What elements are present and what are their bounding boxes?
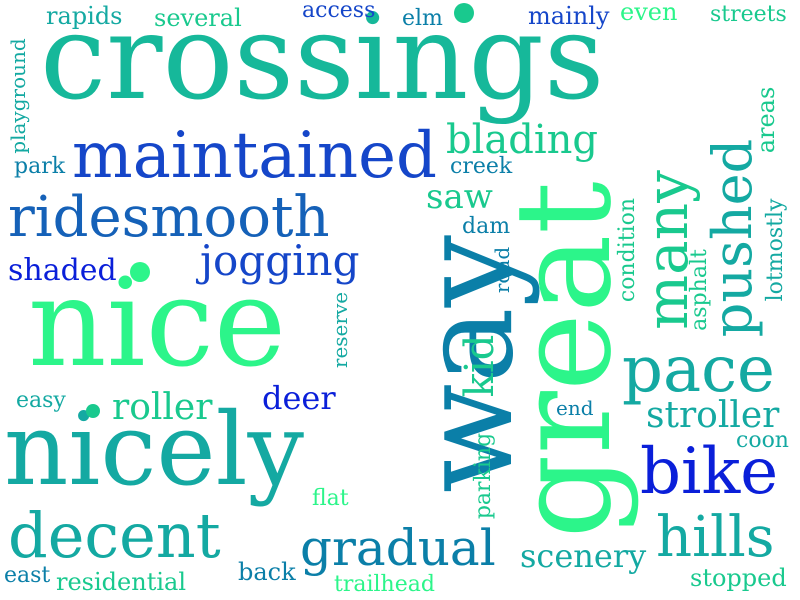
word-kid: kid [457,334,503,398]
word-crossings: crossings [40,0,605,126]
word-east: east [4,563,51,588]
word-dam: dam [462,214,511,239]
word-even: even [620,0,678,26]
word-several: several [154,4,242,32]
word-decent: decent [8,499,221,572]
word-asphalt: asphalt [687,249,712,331]
word-hills: hills [656,505,775,570]
dot [454,3,474,23]
word-great: great [487,181,641,539]
word-blading: blading [446,117,599,163]
word-shaded: shaded [8,253,117,288]
word-reserve: reserve [328,291,352,369]
word-nice: nice [28,252,287,394]
word-gradual: gradual [300,519,496,577]
word-deer: deer [262,379,336,417]
word-pushed: pushed [701,138,764,338]
word-areas: areas [752,86,780,154]
word-easy: easy [16,388,66,413]
word-trailhead: trailhead [334,572,435,597]
word-residential: residential [56,568,186,596]
word-playground: playground [6,38,30,154]
word-roller: roller [112,387,213,428]
word-mainly: mainly [528,2,610,30]
word-rapids: rapids [46,2,123,30]
word-maintained: maintained [72,119,437,193]
word-creek: creek [450,154,513,179]
word-scenery: scenery [520,537,647,575]
word-flat: flat [312,486,349,511]
word-lotmostly: lotmostly [763,198,788,302]
word-stopped: stopped [690,564,787,592]
word-access: access [302,0,376,23]
word-pace: pace [622,333,775,407]
word-condition: condition [615,197,640,303]
word-elm: elm [402,6,443,31]
word-coon: coon [736,428,789,453]
dot [130,262,150,282]
dot [86,404,100,418]
word-stroller: stroller [646,395,780,436]
word-streets: streets [710,2,787,27]
word-back: back [238,558,296,586]
word-jogging: jogging [200,236,360,285]
word-end: end [556,396,594,420]
word-park: park [14,154,66,179]
word-saw: saw [426,177,493,217]
word-nicely: nicely [4,391,305,508]
word-road: road [490,246,514,294]
word-bike: bike [640,435,779,509]
word-parking: parking [471,432,496,520]
word-ridesmooth: ridesmooth [8,185,330,250]
